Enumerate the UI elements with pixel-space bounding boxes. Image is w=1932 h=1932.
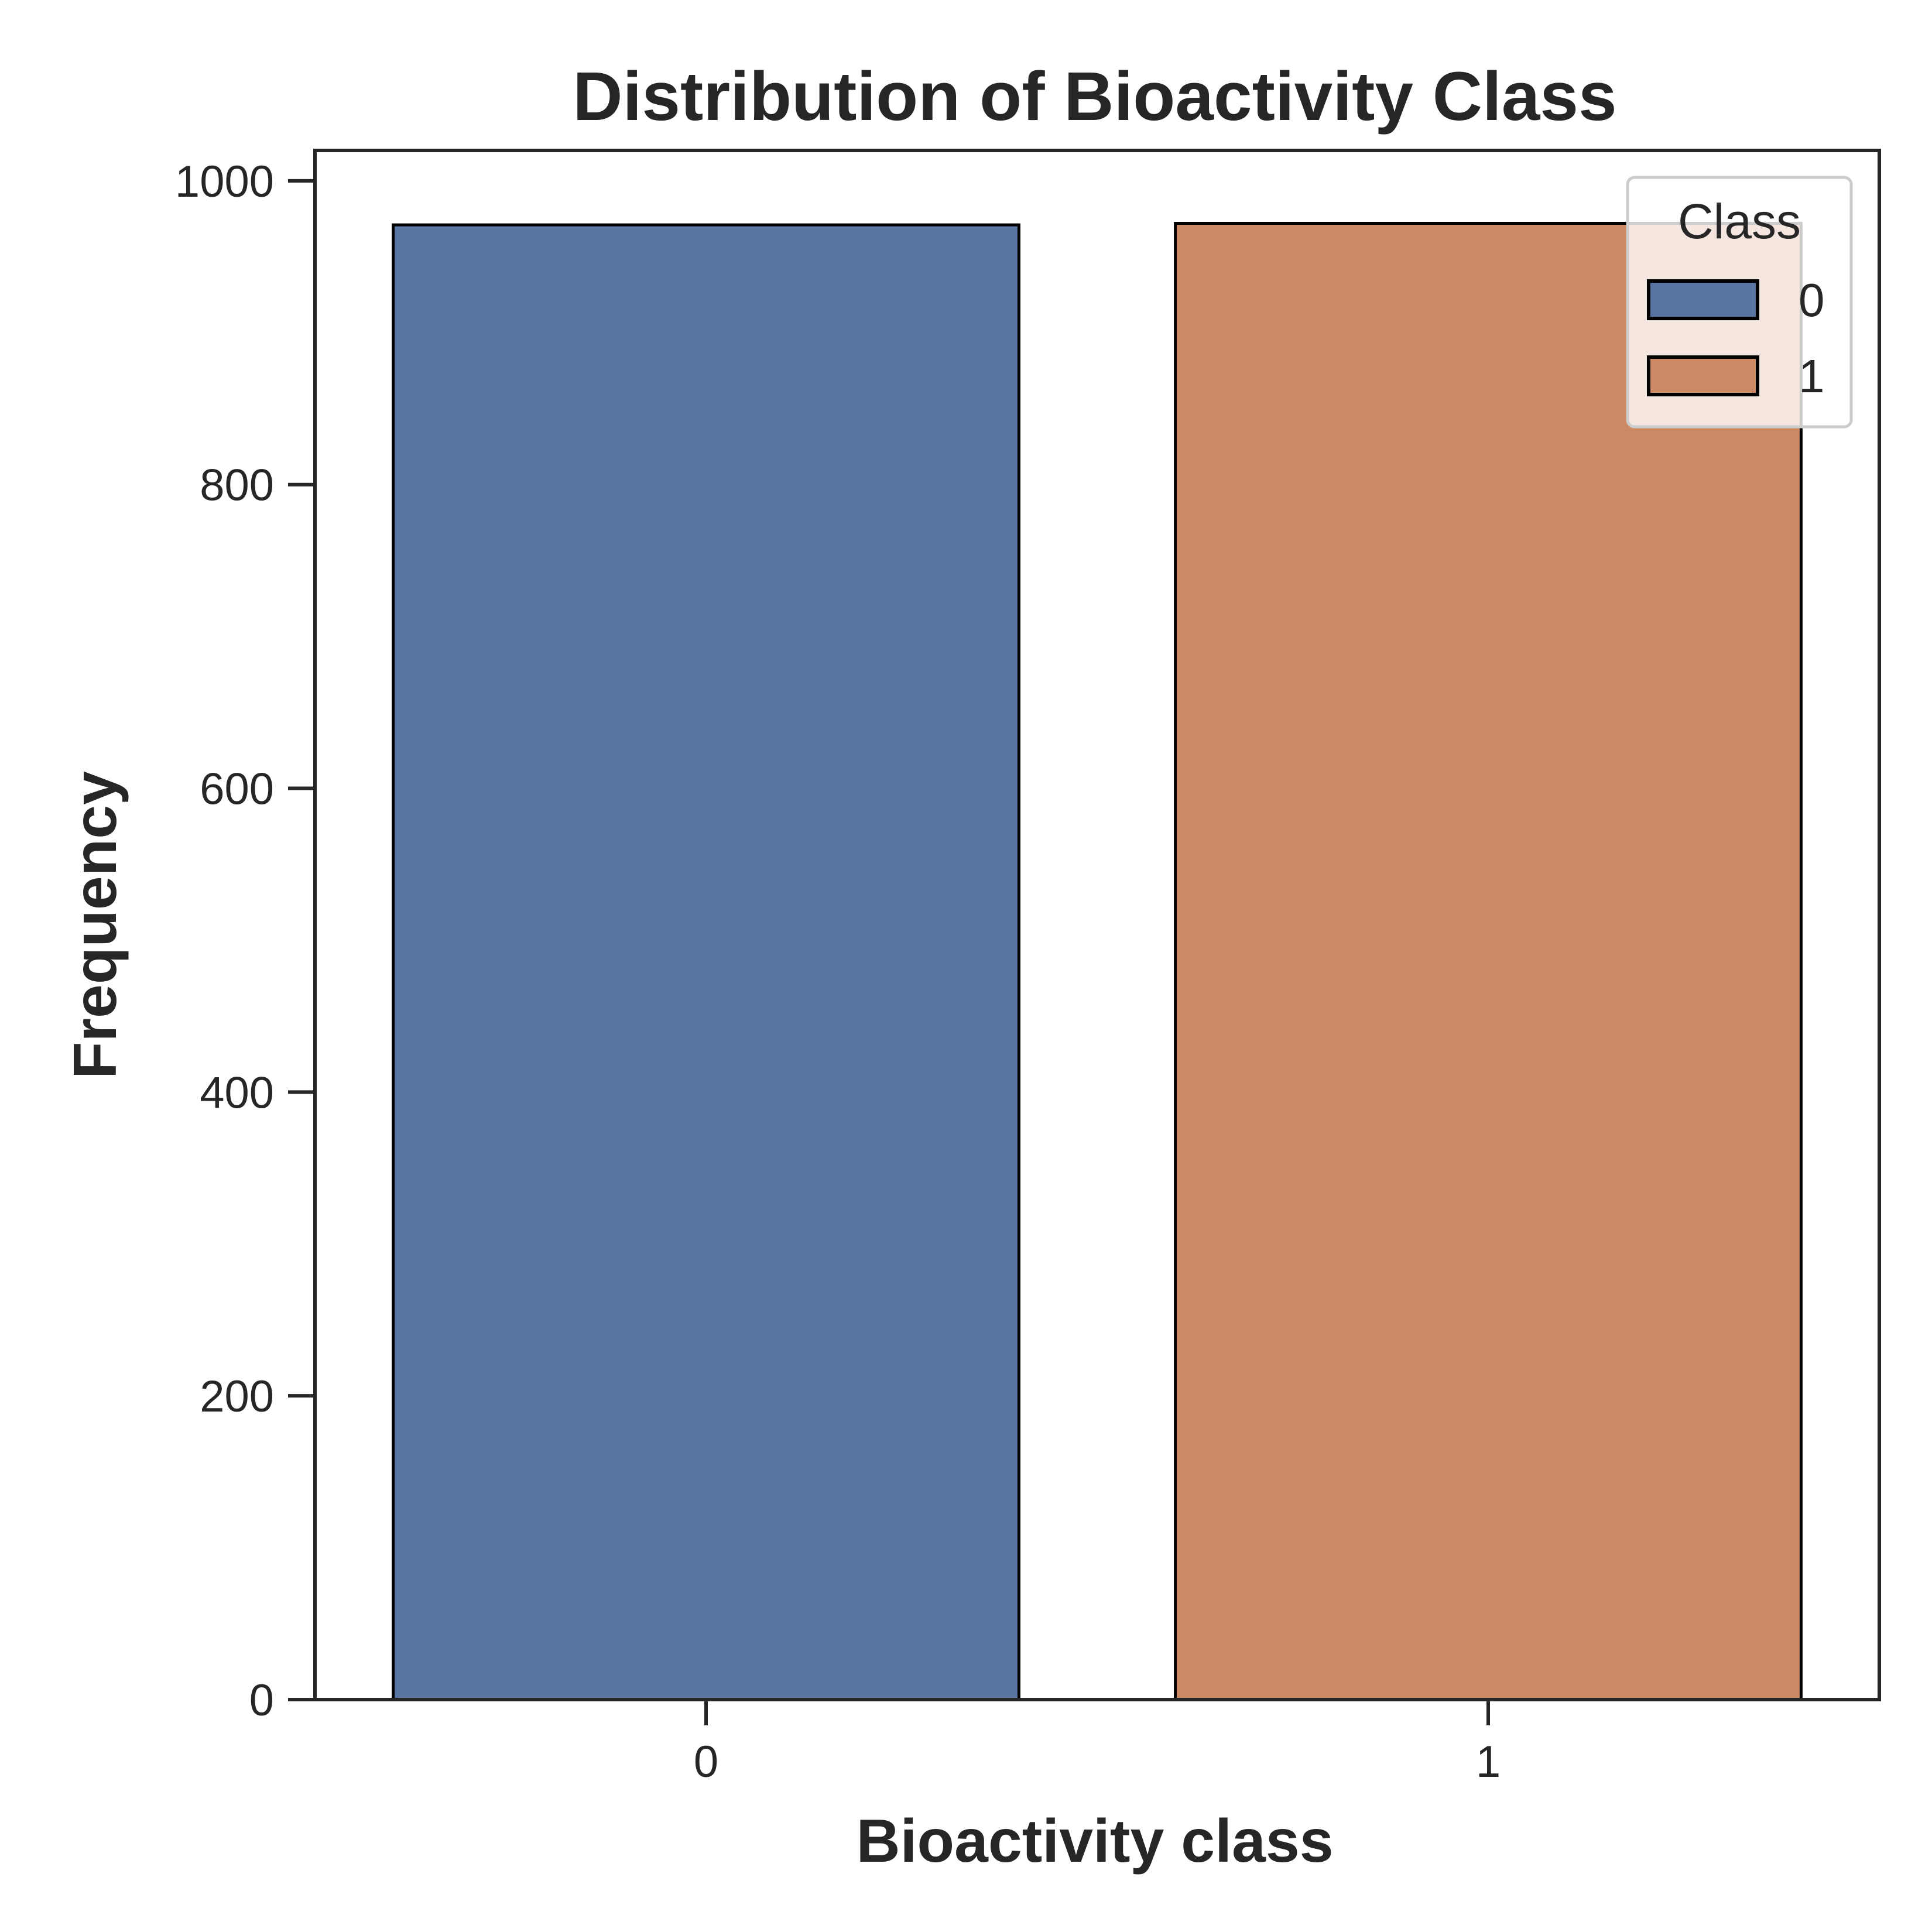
legend-title: Class — [1678, 194, 1801, 249]
y-axis-ticks: 0 200 400 600 800 1000 — [175, 157, 315, 1725]
x-tick-label-1: 1 — [1476, 1737, 1501, 1787]
y-tick-label-1000: 1000 — [175, 157, 274, 207]
legend: Class 01 — [1626, 176, 1853, 429]
legend-entries: 01 — [1647, 274, 1825, 402]
y-tick-label-800: 800 — [200, 461, 274, 511]
chart-title: Distribution of Bioactivity Class — [573, 58, 1616, 135]
legend-label-0: 0 — [1799, 274, 1825, 326]
y-axis-label: Frequency — [61, 771, 129, 1079]
plot-frame — [313, 149, 1881, 1701]
y-tick-label-400: 400 — [200, 1068, 274, 1118]
bars-group — [392, 222, 1803, 1701]
y-tick-label-600: 600 — [200, 765, 274, 814]
x-axis-label: Bioactivity class — [856, 1807, 1333, 1875]
bar-1 — [1174, 222, 1803, 1701]
bar-0 — [392, 223, 1020, 1701]
legend-swatch-0 — [1647, 279, 1759, 320]
y-tick-label-200: 200 — [200, 1372, 274, 1421]
y-tick-label-0: 0 — [249, 1676, 274, 1725]
legend-swatch-1 — [1647, 355, 1759, 396]
x-tick-label-0: 0 — [694, 1737, 718, 1787]
legend-label-1: 1 — [1799, 350, 1825, 402]
